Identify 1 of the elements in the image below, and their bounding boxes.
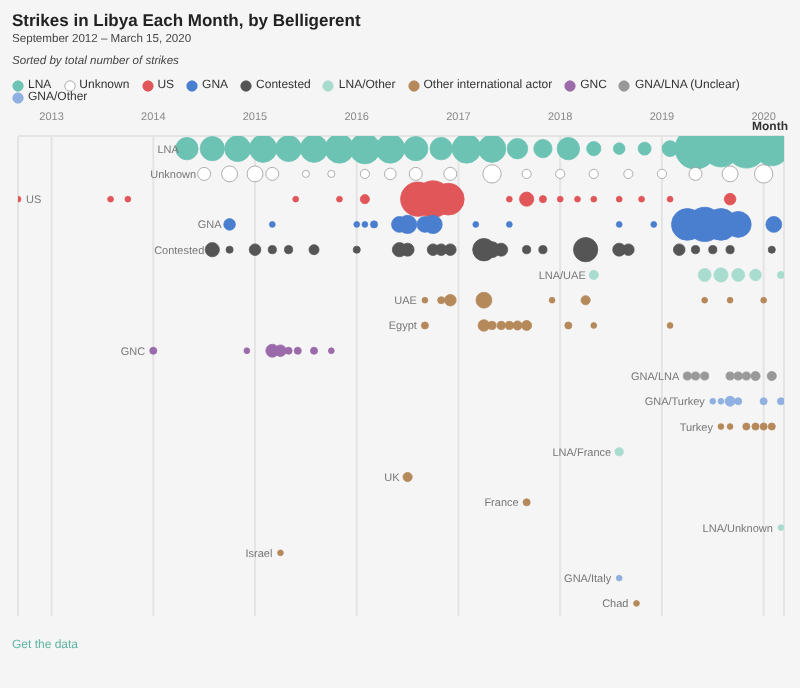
chart-title: Strikes in Libya Each Month, by Belligerent bbox=[12, 10, 361, 30]
